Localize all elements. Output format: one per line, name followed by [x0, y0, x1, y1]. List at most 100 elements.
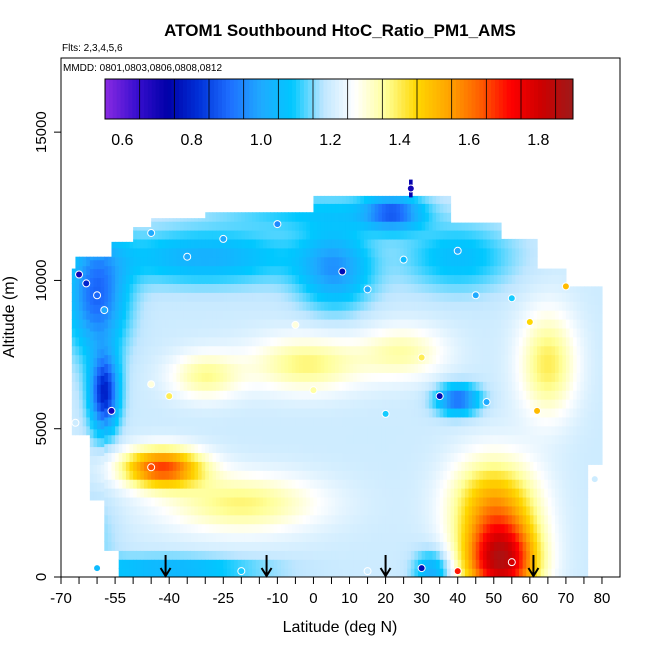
heatmap-cell [342, 443, 347, 454]
heatmap-cell [389, 532, 394, 543]
heatmap-cell [262, 327, 268, 338]
heatmap-cell [414, 461, 419, 471]
heatmap-cell [378, 195, 383, 204]
heatmap-cell [356, 230, 361, 240]
heatmap-cell [208, 443, 214, 454]
heatmap-cell [360, 292, 365, 302]
heatmap-cell [244, 407, 250, 418]
heatmap-cell [100, 313, 105, 323]
heatmap-cell [143, 354, 149, 365]
heatmap-cell [161, 218, 167, 222]
heatmap-cell [284, 283, 289, 293]
heatmap-cell [208, 532, 214, 543]
heatmap-cell [125, 327, 131, 338]
heatmap-cell [400, 425, 405, 436]
heatmap-cell [158, 301, 163, 311]
heatmap-cell [331, 372, 336, 382]
heatmap-cell [205, 283, 210, 293]
heatmap-cell [454, 283, 459, 293]
heatmap-cell [338, 452, 343, 462]
heatmap-cell [129, 416, 134, 427]
heatmap-cell [392, 221, 397, 231]
heatmap-cell [439, 559, 444, 569]
heatmap-cell [342, 541, 347, 551]
heatmap-cell [136, 230, 141, 240]
heatmap-cell [468, 550, 473, 560]
heatmap-cell [71, 268, 77, 276]
heatmap-cell [111, 488, 116, 498]
heatmap-cell [446, 265, 452, 276]
heatmap-cell [288, 354, 293, 365]
heatmap-cell [151, 283, 156, 293]
heatmap-cell [396, 425, 401, 436]
flights-label: Flts: 2,3,4,5,6 [62, 43, 123, 54]
heatmap-cell [392, 381, 397, 391]
heatmap-cell [136, 354, 141, 365]
heatmap-cell [317, 274, 322, 284]
heatmap-cell [472, 336, 477, 347]
heatmap-cell [255, 443, 260, 454]
heatmap-cell [313, 532, 318, 543]
heatmap-cell [262, 381, 268, 391]
heatmap-cell [223, 488, 228, 498]
heatmap-cell [378, 336, 383, 347]
heatmap-cell [421, 488, 426, 498]
heatmap-cell [208, 461, 214, 471]
heatmap-cell [515, 470, 520, 480]
heatmap-cell [198, 452, 203, 462]
heatmap-cell [504, 479, 509, 489]
heatmap-cell [216, 292, 221, 302]
heatmap-cell [248, 345, 253, 356]
heatmap-cell [230, 336, 235, 347]
heatmap-cell [234, 336, 239, 347]
heatmap-cell [519, 452, 524, 462]
heatmap-cell [468, 283, 473, 293]
heatmap-cell [147, 247, 152, 258]
heatmap-cell [248, 247, 253, 258]
heatmap-cell [262, 336, 268, 347]
heatmap-cell [418, 221, 423, 231]
heatmap-cell [306, 345, 311, 356]
heatmap-cell [454, 407, 459, 418]
heatmap-cell [446, 327, 452, 338]
heatmap-cell [479, 443, 484, 454]
heatmap-cell [374, 345, 379, 356]
heatmap-cell [180, 505, 185, 516]
heatmap-cell [464, 336, 470, 347]
heatmap-cell [500, 479, 506, 489]
heatmap-cell [421, 283, 426, 293]
heatmap-cell [136, 227, 141, 231]
heatmap-cell [180, 292, 185, 302]
heatmap-cell [349, 568, 354, 577]
heatmap-cell [335, 532, 340, 543]
heatmap-cell [367, 345, 372, 356]
heatmap-cell [486, 568, 491, 577]
heatmap-cell [273, 434, 278, 445]
heatmap-cell [299, 523, 304, 534]
heatmap-cell [371, 221, 376, 231]
heatmap-cell [291, 372, 297, 382]
heatmap-cell [241, 318, 246, 329]
heatmap-cell [432, 238, 437, 249]
heatmap-cell [291, 381, 297, 391]
heatmap-cell [270, 345, 275, 356]
heatmap-cell [190, 568, 196, 577]
heatmap-cell [288, 461, 293, 471]
heatmap-cell [302, 514, 307, 525]
heatmap-cell [342, 274, 347, 284]
heatmap-cell [486, 550, 491, 560]
heatmap-cell [381, 470, 387, 480]
heatmap-cell [511, 523, 517, 534]
heatmap-cell [306, 318, 311, 329]
heatmap-cell [208, 399, 214, 409]
heatmap-cell [158, 514, 163, 525]
heatmap-cell [320, 247, 325, 258]
heatmap-cell [259, 399, 264, 409]
heatmap-cell [75, 372, 80, 382]
heatmap-cell [165, 416, 170, 427]
heatmap-cell [360, 390, 365, 400]
heatmap-cell [255, 479, 260, 489]
heatmap-cell [461, 265, 466, 276]
heatmap-cell [187, 310, 192, 320]
heatmap-cell [374, 541, 379, 551]
